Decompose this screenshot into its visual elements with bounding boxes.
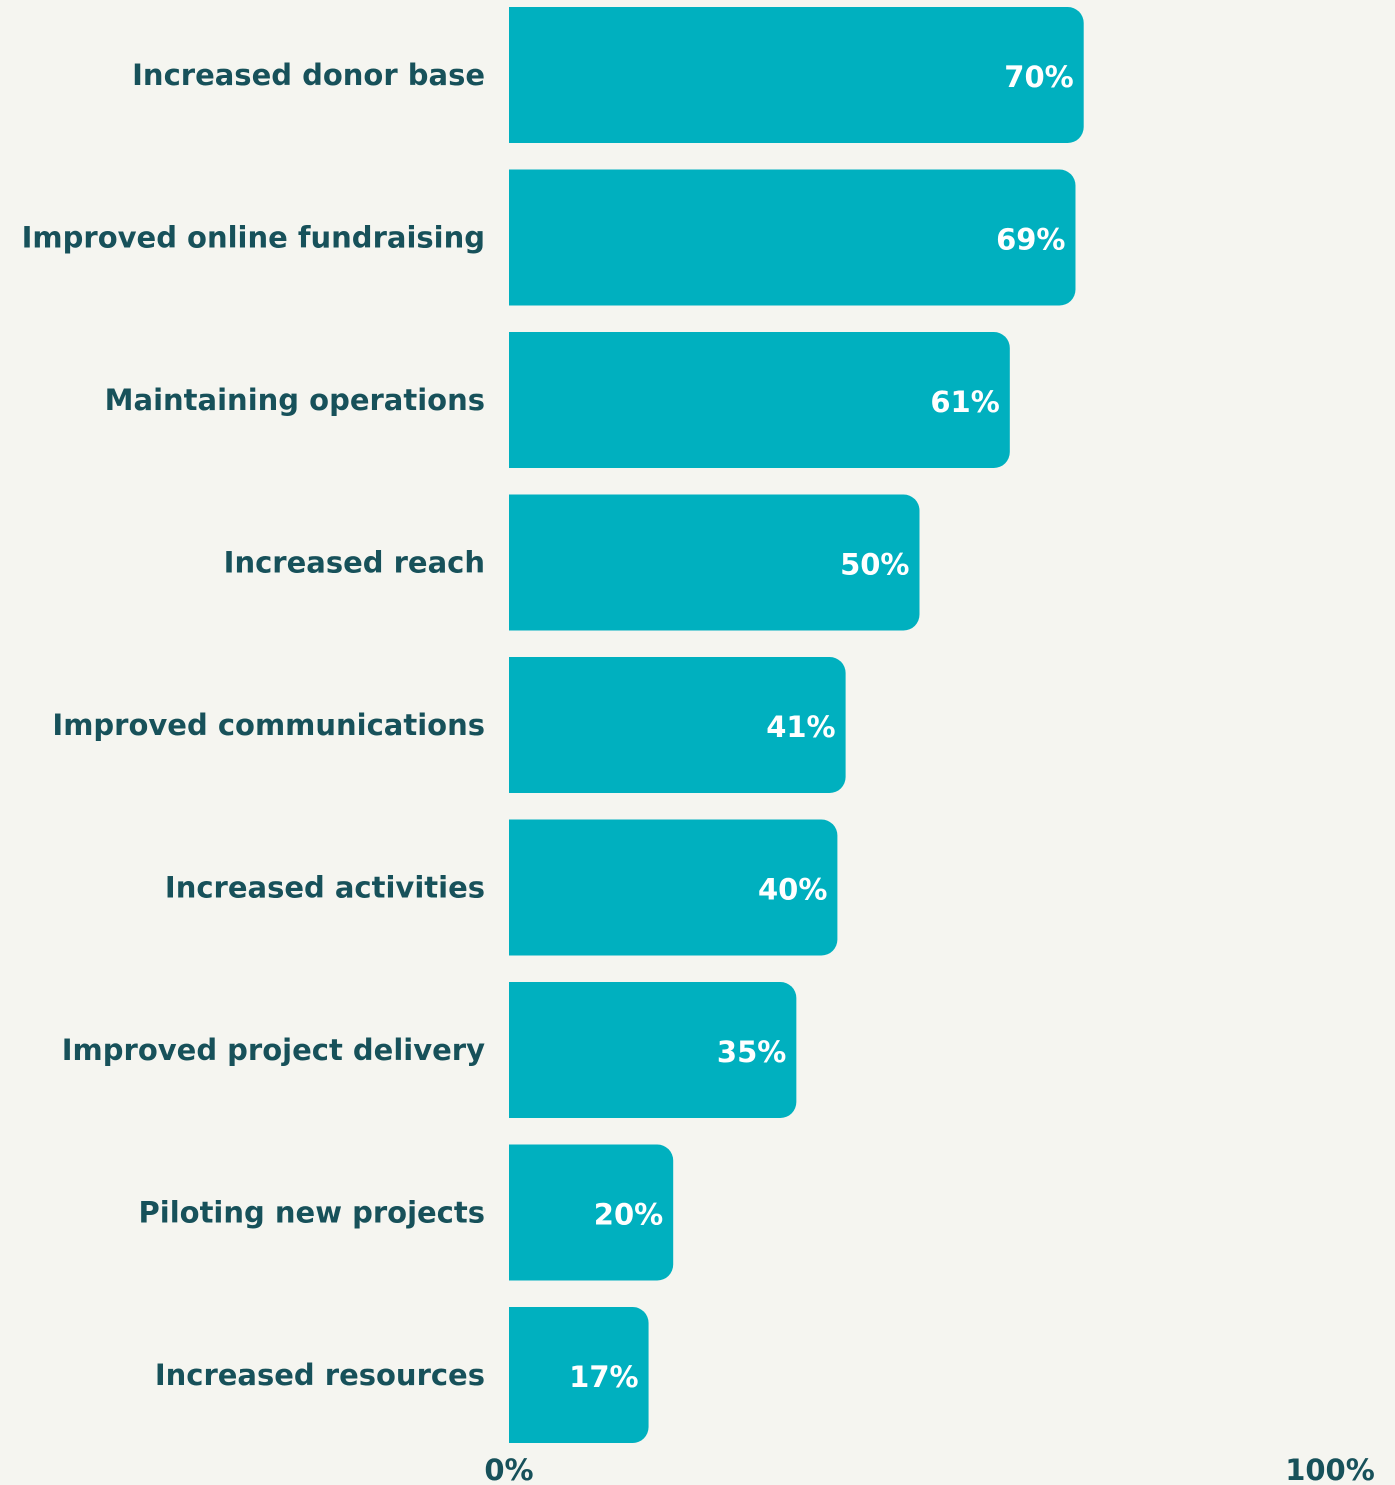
category-label: Increased donor base bbox=[132, 58, 485, 92]
bar bbox=[509, 494, 920, 631]
x-axis-ticks: 0% 100% bbox=[484, 1453, 1374, 1485]
x-tick-min: 0% bbox=[484, 1453, 533, 1485]
bar bbox=[509, 7, 1084, 143]
value-label: 70% bbox=[1004, 60, 1073, 94]
category-label: Maintaining operations bbox=[105, 383, 485, 417]
value-label: 41% bbox=[766, 710, 835, 744]
value-label: 35% bbox=[717, 1035, 786, 1069]
bar bbox=[509, 982, 797, 1118]
value-label: 61% bbox=[930, 385, 999, 419]
value-label: 17% bbox=[569, 1360, 638, 1394]
category-label: Increased reach bbox=[224, 546, 485, 580]
value-label: 69% bbox=[996, 223, 1065, 257]
category-label: Increased activities bbox=[165, 871, 485, 905]
category-label: Improved project delivery bbox=[62, 1033, 485, 1067]
category-label: Piloting new projects bbox=[139, 1196, 485, 1230]
bar bbox=[509, 1144, 674, 1281]
value-label: 20% bbox=[594, 1198, 663, 1232]
category-label: Increased resources bbox=[155, 1358, 485, 1392]
value-label: 40% bbox=[758, 873, 827, 907]
bar bbox=[509, 169, 1076, 306]
bars-group: Increased donor base 70% Improved online f… bbox=[22, 7, 1084, 1443]
category-label: Improved communications bbox=[52, 708, 485, 742]
value-label: 50% bbox=[840, 548, 909, 582]
bar bbox=[509, 332, 1010, 468]
bar bbox=[509, 1307, 649, 1443]
bar bbox=[509, 819, 838, 956]
bar bbox=[509, 657, 846, 793]
category-label: Improved online fundraising bbox=[22, 221, 485, 255]
x-tick-max: 100% bbox=[1285, 1453, 1375, 1485]
